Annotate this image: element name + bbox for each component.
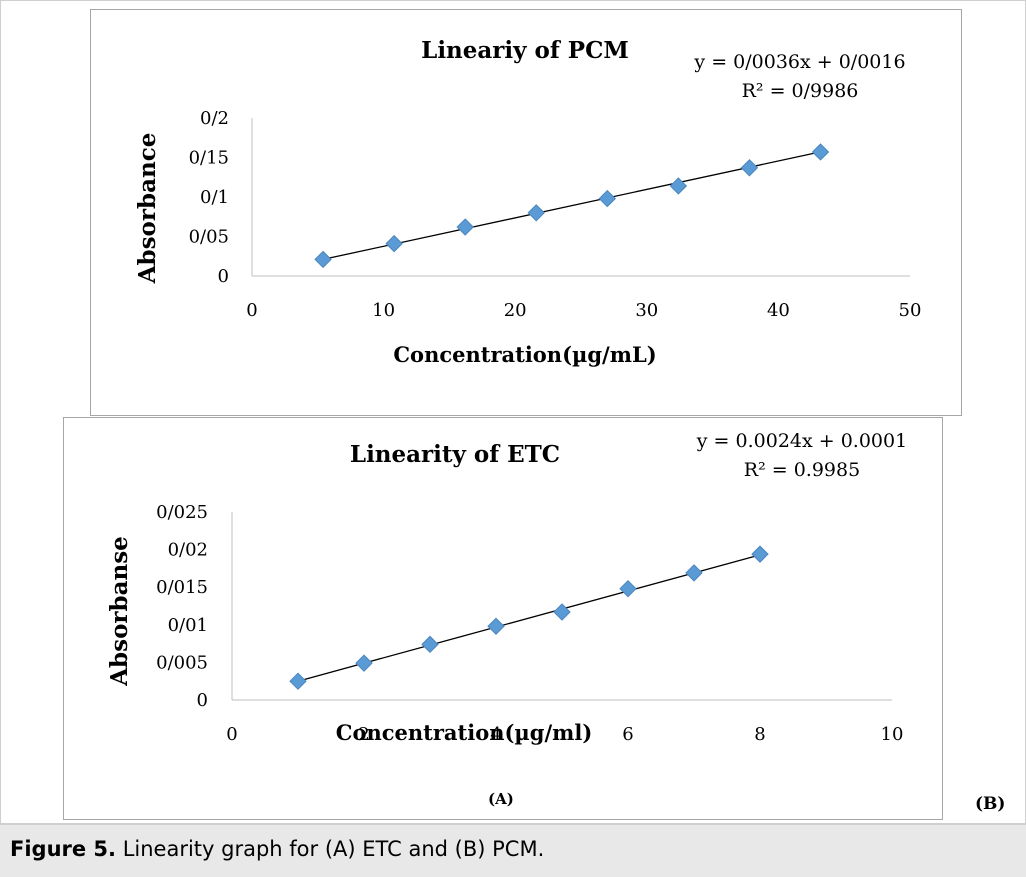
etc-data-point	[553, 603, 571, 621]
panel-label-b: (B)	[975, 794, 1006, 814]
etc-x-tick-label: 6	[622, 724, 633, 745]
pcm-data-point	[811, 143, 830, 161]
pcm-data-point	[314, 250, 332, 269]
caption-label: Figure 5.	[10, 837, 117, 861]
etc-y-axis-label: Absorbanse	[106, 536, 133, 687]
pcm-data-point	[740, 159, 759, 177]
etc-data-point	[487, 617, 505, 636]
pcm-x-tick-label: 40	[767, 300, 790, 321]
etc-x-tick-label: 4	[490, 724, 501, 745]
pcm-y-tick-label: 0/15	[189, 148, 229, 169]
pcm-trend-equation: y = 0/0036x + 0/0016	[693, 51, 905, 73]
etc-trendline	[297, 554, 761, 682]
etc-trend-r2: R² = 0.9985	[744, 459, 860, 481]
pcm-x-tick-label: 20	[504, 300, 527, 321]
etc-y-tick-label: 0/015	[156, 577, 208, 598]
pcm-data-point	[385, 234, 403, 253]
etc-data-point	[751, 545, 769, 563]
caption-text: Linearity graph for (A) ETC and (B) PCM.	[116, 837, 545, 861]
etc-data-point	[619, 579, 637, 598]
etc-y-tick-label: 0/01	[168, 615, 208, 636]
figure-caption: Figure 5. Linearity graph for (A) ETC an…	[10, 837, 544, 861]
pcm-trend-r2: R² = 0/9986	[742, 80, 859, 102]
etc-y-tick-label: 0/02	[168, 540, 208, 561]
etc-y-tick-label: 0/025	[156, 502, 208, 523]
etc-y-tick-label: 0/005	[156, 652, 208, 673]
etc-x-tick-label: 8	[754, 724, 765, 745]
etc-x-axis-label: Concentration(µg/ml)	[336, 720, 593, 745]
pcm-x-tick-label: 0	[246, 300, 257, 321]
etc-data-point	[685, 564, 703, 582]
etc-data-point	[355, 654, 373, 672]
pcm-y-tick-label: 0	[218, 266, 229, 287]
pcm-chart-title: Lineariy of PCM	[421, 37, 629, 64]
etc-trend-equation: y = 0.0024x + 0.0001	[696, 430, 907, 452]
pcm-data-point	[456, 218, 474, 236]
etc-x-tick-label: 0	[226, 724, 237, 745]
pcm-y-tick-label: 0/05	[189, 227, 229, 248]
pcm-y-axis-label: Absorbance	[134, 133, 161, 285]
pcm-x-tick-label: 30	[635, 300, 658, 321]
pcm-trendline	[322, 151, 821, 261]
figure-frame	[0, 0, 1026, 824]
panel-label-a: (A)	[488, 790, 514, 808]
pcm-data-point	[669, 177, 688, 195]
pcm-chart-box	[90, 9, 962, 416]
etc-x-tick-label: 10	[881, 724, 904, 745]
pcm-y-tick-label: 0/1	[200, 187, 229, 208]
pcm-data-point	[598, 189, 617, 208]
pcm-x-tick-label: 50	[899, 300, 922, 321]
pcm-data-point	[527, 204, 545, 222]
etc-y-tick-label: 0	[197, 690, 208, 711]
caption-bar: Figure 5. Linearity graph for (A) ETC an…	[0, 824, 1026, 877]
etc-chart-box	[63, 417, 943, 820]
etc-x-tick-label: 2	[358, 724, 369, 745]
etc-data-point	[289, 672, 307, 690]
pcm-y-tick-label: 0/2	[200, 108, 229, 129]
etc-chart-title: Linearity of ETC	[350, 441, 560, 468]
etc-data-point	[421, 635, 439, 654]
pcm-x-axis-label: Concentration(µg/mL)	[393, 342, 656, 367]
pcm-x-tick-label: 10	[372, 300, 395, 321]
